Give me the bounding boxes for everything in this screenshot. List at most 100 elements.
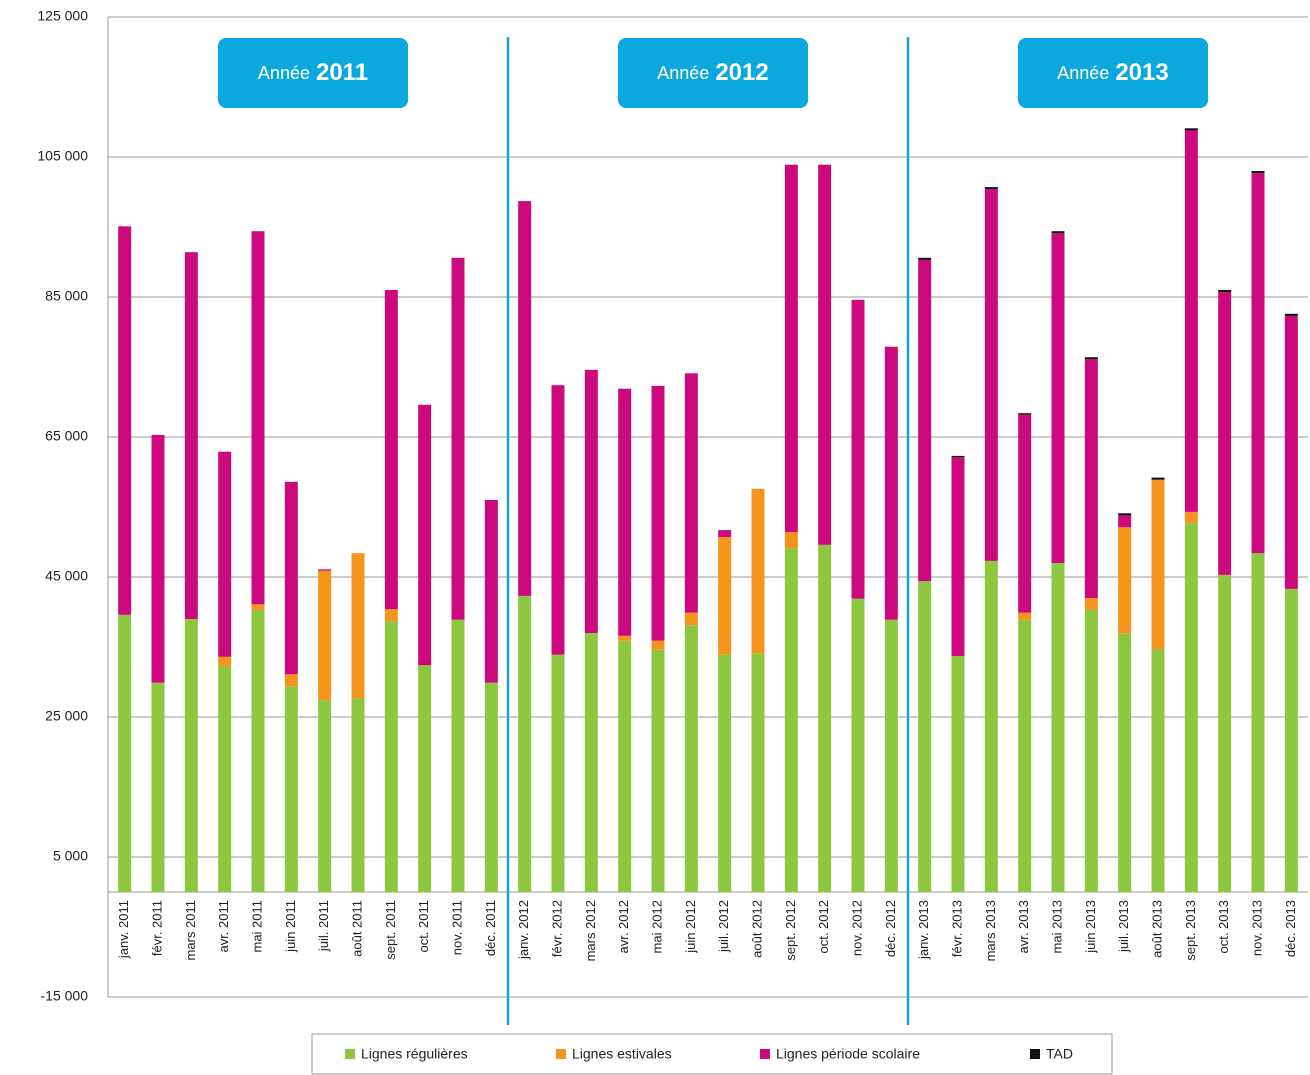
bar-segment — [851, 299, 865, 599]
x-tick-label: avr. 2013 — [1016, 900, 1031, 954]
bar-segment — [1018, 414, 1032, 613]
x-tick-label: mars 2013 — [983, 900, 998, 961]
legend-label: Lignes estivales — [572, 1046, 672, 1062]
bar-segment — [318, 570, 332, 701]
bar-segment — [518, 201, 532, 596]
bar-segment — [1084, 598, 1098, 610]
year-value: 2012 — [715, 59, 768, 86]
legend-swatch — [1030, 1049, 1040, 1059]
bar-segment — [651, 649, 665, 892]
x-tick-label: mai 2012 — [649, 900, 664, 953]
bar-segment — [484, 500, 498, 683]
legend-label: Lignes régulières — [361, 1046, 468, 1062]
bar-segment — [651, 640, 665, 650]
y-tick-label: 105 000 — [37, 148, 88, 164]
legend-swatch — [760, 1049, 770, 1059]
bar-segment — [1018, 619, 1032, 892]
x-tick-label: juil. 2011 — [316, 900, 331, 952]
x-tick-label: nov. 2011 — [449, 900, 464, 955]
x-tick-label: févr. 2013 — [949, 900, 964, 957]
year-prefix: Année — [1057, 63, 1109, 83]
bar-segment — [1184, 523, 1198, 892]
bar-segment — [118, 226, 132, 615]
bar-segment — [818, 164, 832, 545]
year-badge — [218, 38, 408, 108]
bar-segment — [718, 530, 732, 538]
y-tick-label: -15 000 — [41, 988, 89, 1004]
bar-segment — [251, 231, 265, 605]
year-badge — [618, 38, 808, 108]
bar-segment — [1151, 649, 1165, 892]
bar-segment — [1084, 357, 1098, 360]
bar-segment — [151, 682, 165, 892]
bar-segment — [1184, 130, 1198, 512]
year-value: 2013 — [1115, 59, 1168, 86]
year-badge-label: Année 2011 — [258, 59, 368, 86]
bar-segment — [351, 698, 365, 892]
bar-segment — [918, 259, 932, 582]
x-tick-label: févr. 2011 — [149, 900, 164, 956]
x-tick-label: mai 2013 — [1049, 900, 1064, 953]
bar-segment — [984, 187, 998, 190]
bar-segment — [784, 532, 798, 549]
bar-segment — [1251, 171, 1265, 174]
bar-segment — [1084, 609, 1098, 892]
x-tick-label: sept. 2012 — [783, 900, 798, 961]
x-tick-label: sept. 2013 — [1183, 900, 1198, 961]
year-badge-label: Année 2013 — [1057, 59, 1168, 86]
year-prefix: Année — [657, 63, 709, 83]
x-tick-label: août 2012 — [749, 900, 764, 958]
bar-segment — [684, 625, 698, 892]
bar-segment — [784, 164, 798, 533]
bar-segment — [1284, 315, 1298, 589]
bar-segment — [618, 635, 632, 641]
x-tick-label: oct. 2012 — [816, 900, 831, 954]
year-value: 2011 — [316, 59, 368, 86]
bar-segment — [1218, 292, 1232, 575]
bar-segment — [1151, 477, 1165, 480]
bar-segment — [551, 385, 565, 655]
bar-segment — [218, 665, 232, 892]
bar-segment — [651, 385, 665, 641]
bar-segment — [884, 346, 898, 620]
bar-segment — [918, 257, 932, 260]
bar-segment — [218, 451, 232, 657]
year-prefix: Année — [258, 63, 310, 83]
bar-segment — [251, 609, 265, 892]
bar-segment — [451, 257, 465, 620]
bar-segment — [984, 560, 998, 892]
x-tick-label: déc. 2011 — [483, 900, 498, 956]
x-tick-label: juin 2012 — [683, 900, 698, 954]
bar-segment — [418, 404, 432, 666]
bar-segment — [951, 455, 965, 458]
bar-segment — [1018, 612, 1032, 620]
x-tick-label: déc. 2012 — [883, 900, 898, 957]
x-tick-label: nov. 2013 — [1249, 900, 1264, 956]
bar-segment — [1118, 515, 1132, 528]
bar-segment — [584, 369, 598, 633]
bar-segment — [351, 553, 365, 699]
x-tick-label: oct. 2013 — [1216, 900, 1231, 954]
year-badge — [1018, 38, 1208, 108]
y-tick-label: 5 000 — [53, 848, 88, 864]
bar-segment — [1218, 290, 1232, 293]
bar-segment — [251, 604, 265, 610]
x-tick-label: nov. 2012 — [849, 900, 864, 956]
bar-segment — [151, 434, 165, 683]
bar-segment — [384, 290, 398, 610]
bar-segment — [418, 665, 432, 892]
x-tick-label: août 2013 — [1149, 900, 1164, 958]
bar-segment — [984, 189, 998, 561]
x-tick-label: juil. 2013 — [1116, 900, 1131, 953]
bar-segment — [1251, 173, 1265, 554]
x-tick-label: janv. 2011 — [116, 900, 131, 959]
bar-segment — [751, 653, 765, 892]
bar-segment — [684, 612, 698, 626]
bar-segment — [1218, 574, 1232, 892]
x-tick-label: déc. 2013 — [1283, 900, 1298, 957]
x-tick-label: févr. 2012 — [549, 900, 564, 957]
legend-label: Lignes période scolaire — [776, 1046, 920, 1062]
bar-segment — [384, 609, 398, 622]
y-tick-label: 125 000 — [37, 8, 88, 24]
bar-segment — [818, 544, 832, 892]
